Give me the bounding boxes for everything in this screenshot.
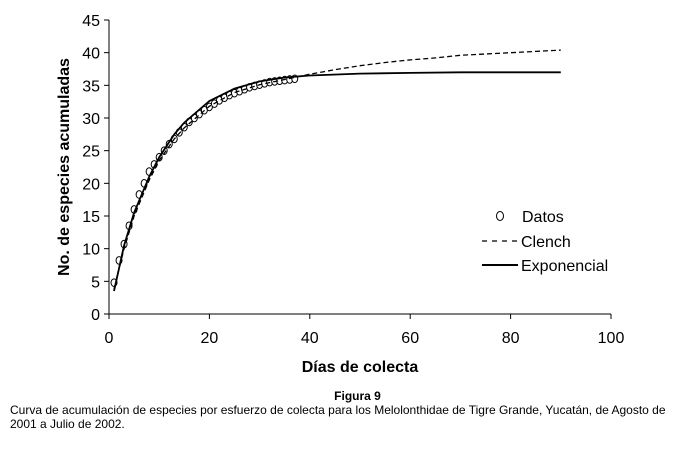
series-line-exponencial	[113, 71, 561, 292]
x-tick-label: 80	[502, 330, 520, 347]
figure-caption: Figura 9 Curva de acumulación de especie…	[0, 389, 685, 431]
axes: 0 5 10 15 20 25 30 35 40 45 0 20 40 60 80 100 Días de co…	[56, 13, 624, 376]
y-tick-label: 45	[82, 13, 100, 30]
x-tick-label: 20	[201, 330, 219, 347]
x-tick-label: 100	[598, 330, 625, 347]
data-point-datos	[165, 139, 173, 149]
series-line-clench	[113, 49, 561, 290]
chart: 0 5 10 15 20 25 30 35 40 45 0 20 40 60 80 100 Días de co…	[56, 13, 624, 376]
legend: Datos Clench Exponencial	[482, 209, 608, 275]
y-tick-label: 0	[91, 307, 100, 324]
y-tick-label: 10	[82, 242, 100, 259]
y-tick-label: 30	[82, 111, 100, 128]
figure-label: Figura 9	[334, 389, 381, 403]
y-tick-label: 35	[82, 78, 100, 95]
y-axis-label: No. de especies acumuladas	[56, 58, 73, 276]
y-tick-label: 15	[82, 209, 100, 226]
figure-caption-text: Curva de acumulación de especies por esf…	[10, 403, 666, 431]
y-tick-label: 40	[82, 46, 100, 63]
x-tick-label: 40	[301, 330, 319, 347]
y-tick-label: 5	[91, 274, 100, 291]
y-tick-label: 20	[82, 176, 100, 193]
legend-label-clench: Clench	[521, 234, 571, 251]
legend-label-datos: Datos	[522, 209, 564, 226]
legend-label-exponencial: Exponencial	[521, 258, 608, 275]
series-layer	[110, 49, 561, 292]
x-tick-label: 0	[105, 330, 114, 347]
x-axis-label: Días de colecta	[302, 359, 419, 376]
legend-marker-datos	[496, 211, 504, 221]
x-tick-label: 60	[401, 330, 419, 347]
y-tick-label: 25	[82, 144, 100, 161]
